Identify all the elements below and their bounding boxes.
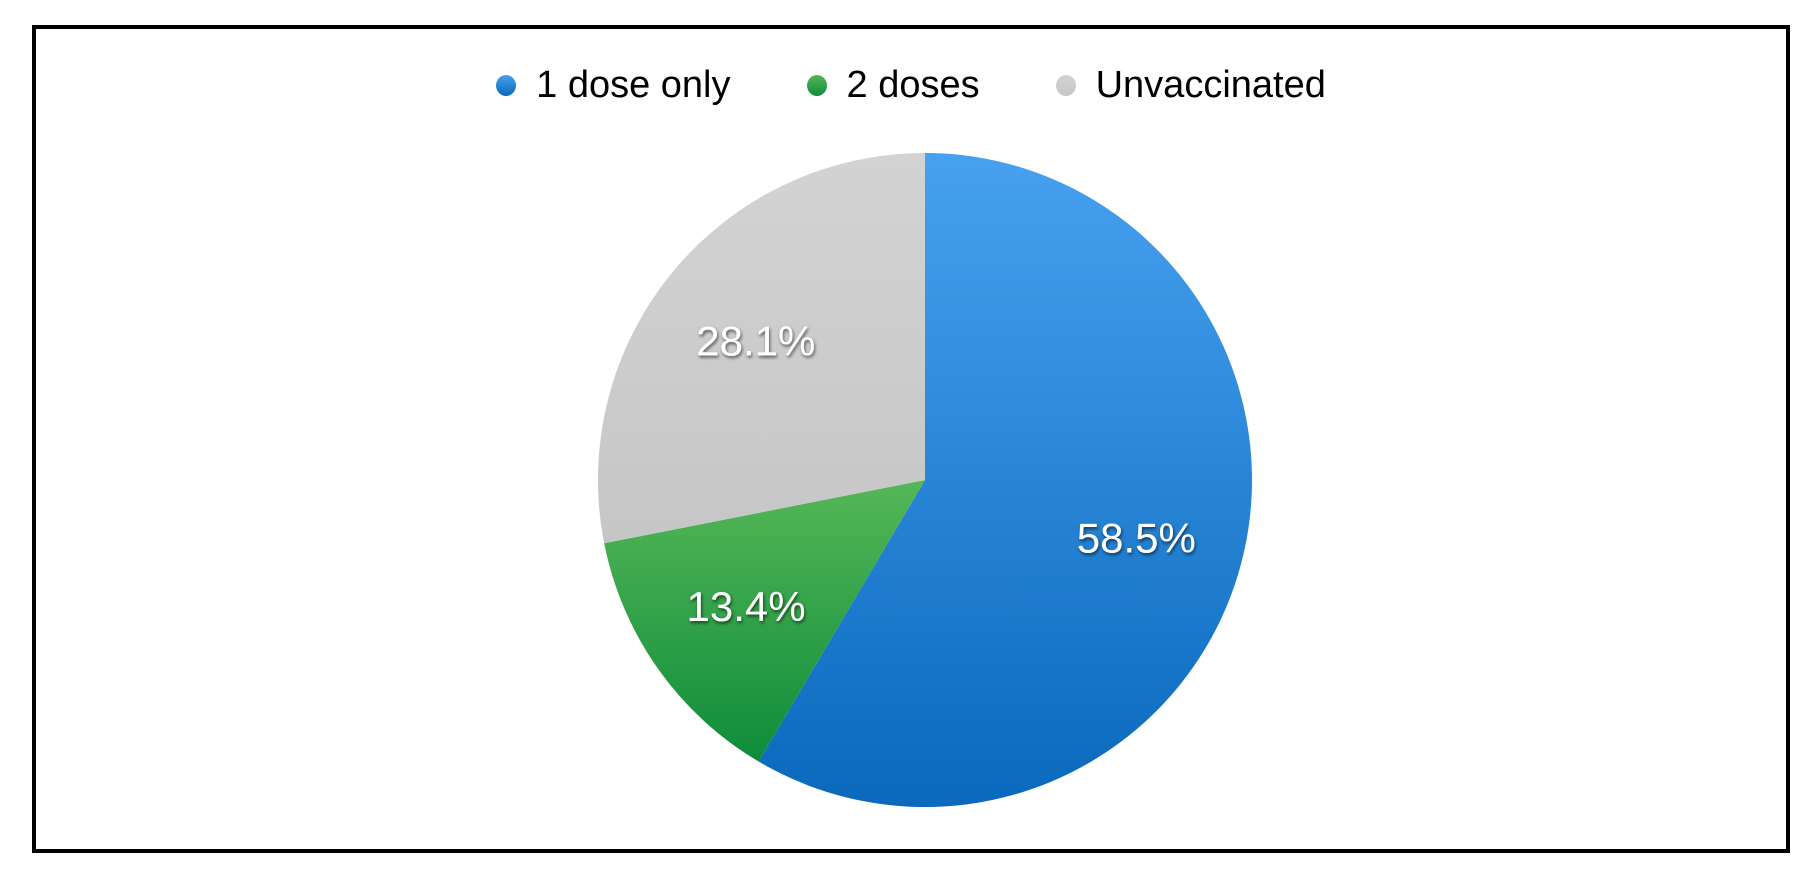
- legend-item-unvaccinated[interactable]: Unvaccinated: [1055, 64, 1326, 107]
- legend-label: 1 dose only: [536, 64, 731, 106]
- legend-swatch-icon: [806, 75, 827, 97]
- slice-label: 58.5%: [1077, 514, 1196, 561]
- slice-label: 13.4%: [687, 583, 806, 630]
- pie-chart: 58.5% 13.4% 28.1%: [575, 130, 1275, 830]
- legend-swatch-icon: [1055, 75, 1076, 97]
- legend-item-1-dose-only[interactable]: 1 dose only: [496, 64, 731, 107]
- pie-slice-1[interactable]: [604, 480, 925, 762]
- chart-frame: 1 dose only 2 doses Unvaccinated 58.5% 13…: [32, 25, 1790, 853]
- legend-item-2-doses[interactable]: 2 doses: [806, 64, 980, 107]
- legend: 1 dose only 2 doses Unvaccinated: [36, 64, 1786, 107]
- legend-label: 2 doses: [846, 64, 980, 106]
- slice-label: 28.1%: [696, 317, 815, 364]
- pie-slice-0[interactable]: [758, 153, 1253, 807]
- legend-label: Unvaccinated: [1095, 64, 1326, 106]
- legend-swatch-icon: [496, 75, 517, 97]
- pie-slice-2[interactable]: [597, 153, 925, 544]
- pie-chart-svg: 58.5% 13.4% 28.1%: [597, 153, 1253, 807]
